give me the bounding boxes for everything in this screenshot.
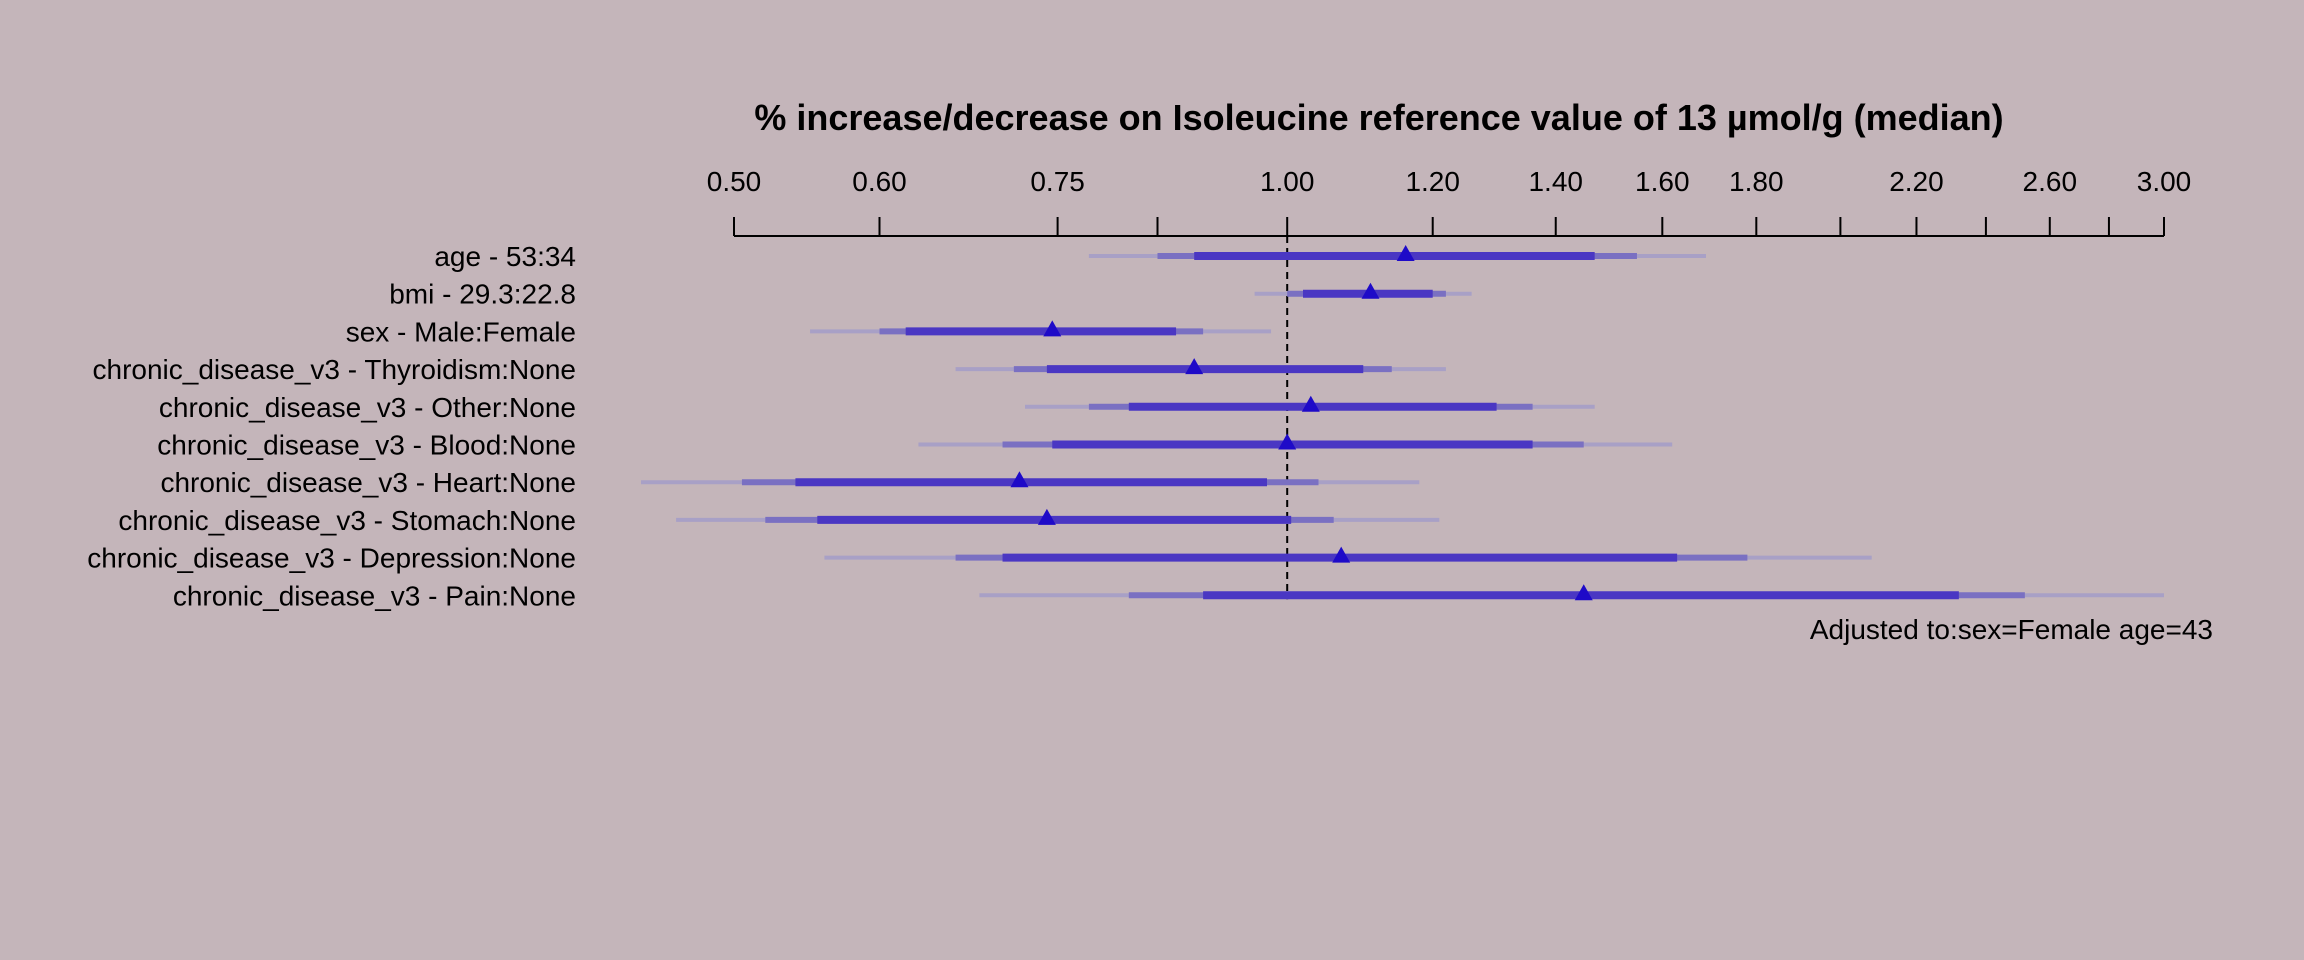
- forest-row: chronic_disease_v3 - Heart:None: [160, 467, 1420, 498]
- forest-row: chronic_disease_v3 - Stomach:None: [118, 505, 1440, 536]
- estimate-point: [1396, 245, 1415, 261]
- estimate-point: [1301, 395, 1320, 412]
- row-label: bmi - 29.3:22.8: [389, 279, 576, 310]
- x-tick-label: 1.80: [1729, 166, 1784, 197]
- x-tick-label: 1.40: [1528, 166, 1583, 197]
- x-tick-label: 1.60: [1635, 166, 1690, 197]
- estimate-point: [1037, 508, 1056, 525]
- estimate-point: [1185, 358, 1204, 375]
- x-tick-label: 1.00: [1260, 166, 1315, 197]
- forest-rows: age - 53:34 bmi - 29.3:22.8 sex - Male:Fem…: [87, 241, 2164, 611]
- x-axis: 0.50 0.60 0.75 1.00 1.20 1.40 1.60 1.80 2.20 2.60…: [707, 166, 2192, 237]
- forest-row: chronic_disease_v3 - Thyroidism:None: [93, 354, 1446, 385]
- row-label: chronic_disease_v3 - Heart:None: [160, 467, 576, 498]
- row-label: chronic_disease_v3 - Other:None: [159, 392, 576, 423]
- row-label: chronic_disease_v3 - Thyroidism:None: [93, 354, 577, 385]
- estimate-point: [1010, 471, 1029, 488]
- row-label: chronic_disease_v3 - Stomach:None: [118, 505, 576, 536]
- row-label: chronic_disease_v3 - Blood:None: [157, 430, 576, 461]
- x-tick-label: 3.00: [2137, 166, 2192, 197]
- x-tick-label: 1.20: [1405, 166, 1460, 197]
- x-tick-label: 2.60: [2023, 166, 2078, 197]
- forest-row: chronic_disease_v3 - Pain:None: [173, 580, 2164, 611]
- forest-row: chronic_disease_v3 - Other:None: [159, 392, 1595, 423]
- row-label: chronic_disease_v3 - Depression:None: [87, 543, 576, 574]
- estimate-point: [1361, 282, 1380, 299]
- row-label: sex - Male:Female: [346, 316, 576, 347]
- forest-row: chronic_disease_v3 - Depression:None: [87, 543, 1872, 574]
- forest-row: sex - Male:Female: [346, 316, 1272, 347]
- x-tick-label: 0.60: [852, 166, 907, 197]
- estimate-point: [1043, 320, 1062, 337]
- estimate-point: [1574, 584, 1593, 601]
- forest-row: bmi - 29.3:22.8: [389, 279, 1472, 310]
- row-label: age - 53:34: [434, 241, 576, 272]
- row-label: chronic_disease_v3 - Pain:None: [173, 580, 576, 611]
- x-tick-label: 0.50: [707, 166, 762, 197]
- chart-title: % increase/decrease on Isoleucine refere…: [754, 97, 2003, 138]
- estimate-point: [1278, 433, 1297, 450]
- adjustment-note: Adjusted to:sex=Female age=43: [1810, 614, 2213, 645]
- x-tick-label: 0.75: [1030, 166, 1085, 197]
- estimate-point: [1332, 546, 1351, 563]
- forest-row: chronic_disease_v3 - Blood:None: [157, 430, 1673, 461]
- forest-row: age - 53:34: [434, 241, 1706, 272]
- x-tick-label: 2.20: [1889, 166, 1944, 197]
